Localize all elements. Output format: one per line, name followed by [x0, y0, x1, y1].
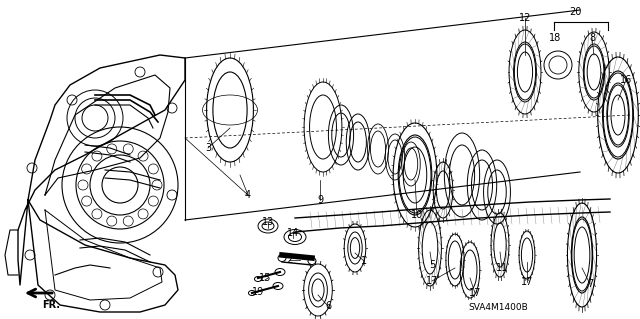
Text: 19: 19	[252, 287, 264, 297]
Text: 18: 18	[549, 33, 561, 43]
Text: 5: 5	[429, 260, 435, 270]
Text: 10: 10	[411, 210, 423, 220]
Text: 16: 16	[620, 75, 632, 85]
Text: 13: 13	[262, 217, 274, 227]
Text: 17: 17	[469, 288, 481, 298]
Text: 17: 17	[521, 277, 533, 287]
Text: 11: 11	[496, 263, 508, 273]
Text: 1: 1	[361, 256, 367, 266]
Text: 7: 7	[587, 279, 593, 289]
Text: 4: 4	[245, 190, 251, 200]
Text: FR.: FR.	[42, 300, 60, 310]
Text: 14: 14	[287, 228, 299, 238]
Text: 2: 2	[286, 255, 292, 265]
Text: 3: 3	[205, 143, 211, 153]
Text: 12: 12	[519, 13, 531, 23]
Text: 6: 6	[325, 301, 331, 311]
Text: 9: 9	[317, 195, 323, 205]
Text: 15: 15	[259, 273, 271, 283]
Text: 17: 17	[426, 276, 438, 286]
Text: 8: 8	[589, 33, 595, 43]
Text: SVA4M1400B: SVA4M1400B	[468, 303, 528, 313]
Text: 20: 20	[569, 7, 581, 17]
